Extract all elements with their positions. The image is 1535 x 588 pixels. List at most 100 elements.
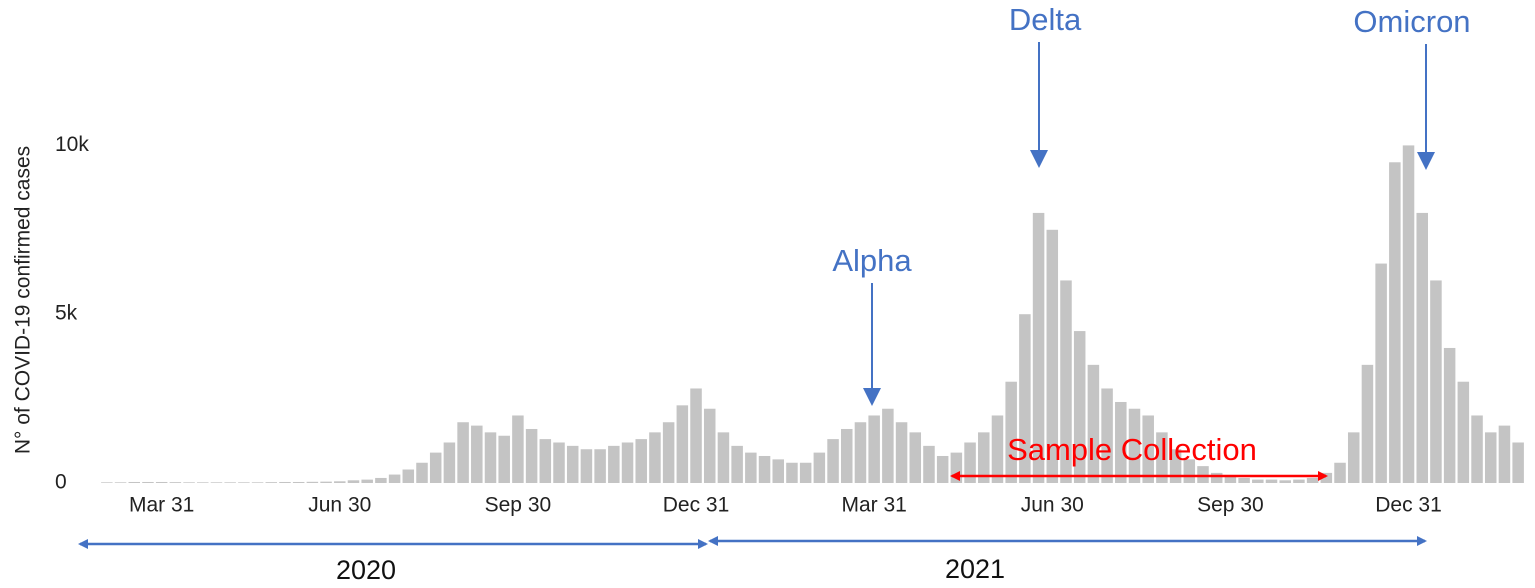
x-tick-label: Jun 30 [1021, 494, 1084, 517]
bar [1402, 145, 1415, 483]
bar [1361, 364, 1374, 483]
x-tick-label: Sep 30 [1197, 494, 1264, 517]
bar [1005, 381, 1017, 483]
bar [1443, 347, 1456, 483]
annotation: Alpha [832, 243, 912, 278]
annotation: Delta [1009, 2, 1082, 37]
bar [361, 479, 373, 483]
bar [1416, 212, 1428, 484]
bar [306, 481, 319, 483]
bar [1156, 432, 1168, 483]
bar [1060, 280, 1072, 483]
bar [375, 477, 387, 483]
bar [1128, 408, 1141, 483]
bar [114, 482, 127, 483]
bar [1252, 479, 1264, 483]
y-tick-label: 5k [55, 302, 78, 325]
bar [210, 482, 223, 483]
x-tick-label: Mar 31 [129, 494, 194, 517]
bar [1430, 280, 1442, 483]
bar [525, 428, 538, 483]
bar [128, 481, 141, 483]
bar [416, 462, 428, 483]
bar [251, 482, 264, 483]
bar [1101, 388, 1113, 483]
bar [1457, 381, 1470, 483]
bar [608, 445, 620, 483]
x-tick-label: Dec 31 [663, 494, 730, 517]
bar [1484, 432, 1497, 483]
bar [238, 482, 250, 483]
bar [662, 422, 675, 483]
bar [1210, 472, 1223, 483]
bar [1224, 476, 1237, 483]
year-label: 2021 [945, 554, 1005, 584]
bar [1334, 462, 1346, 483]
bar [347, 480, 360, 483]
bar [457, 422, 469, 483]
bars [101, 145, 1524, 484]
bar [183, 482, 195, 483]
bar [334, 481, 346, 483]
bar [1375, 263, 1387, 483]
bar [841, 428, 853, 483]
bar [854, 422, 867, 483]
year-label: 2020 [336, 555, 396, 585]
bar [320, 481, 332, 483]
bar [923, 445, 935, 483]
bar [1306, 477, 1319, 483]
annotation: Sample Collection [1007, 432, 1257, 467]
y-tick-label: 10k [55, 133, 89, 156]
bar [758, 455, 771, 483]
bar [1142, 415, 1154, 483]
annotation: Omicron [1353, 4, 1470, 39]
bar [1389, 162, 1401, 483]
bar [594, 449, 606, 483]
x-tick-label: Mar 31 [841, 494, 906, 517]
bar [827, 439, 839, 483]
bar [443, 442, 456, 483]
bar [580, 449, 593, 483]
bar [703, 408, 716, 483]
bar [224, 482, 236, 483]
bar [292, 481, 305, 483]
bar [964, 442, 976, 483]
bar [265, 482, 278, 483]
bar [868, 415, 880, 483]
bar [279, 481, 291, 483]
x-tick-label: Jun 30 [308, 494, 371, 517]
bar [142, 481, 154, 483]
bar [1115, 401, 1127, 483]
bar [1197, 466, 1209, 483]
bar [936, 455, 949, 483]
bar [1279, 480, 1291, 483]
bar [484, 432, 497, 483]
bar [553, 442, 565, 483]
bar [169, 482, 182, 483]
bar [676, 405, 689, 483]
bar [950, 452, 963, 483]
bar [690, 388, 702, 483]
bar [1169, 449, 1182, 483]
bar [1498, 425, 1511, 483]
bar [1032, 212, 1045, 484]
bar [745, 452, 757, 483]
y-axis-label: N° of COVID-19 confirmed cases [12, 146, 35, 454]
y-tick-label: 0 [55, 471, 67, 494]
bar [799, 462, 812, 483]
bar [1265, 479, 1278, 483]
bar [429, 452, 442, 483]
bar [1046, 229, 1059, 483]
bar [1073, 331, 1086, 483]
bar [155, 481, 168, 483]
bar [1019, 314, 1031, 483]
bar [991, 415, 1004, 483]
bar [772, 459, 784, 483]
bar [621, 442, 634, 483]
bar [1347, 432, 1360, 483]
bar [498, 435, 510, 483]
bar [731, 445, 743, 483]
bar [197, 482, 209, 483]
